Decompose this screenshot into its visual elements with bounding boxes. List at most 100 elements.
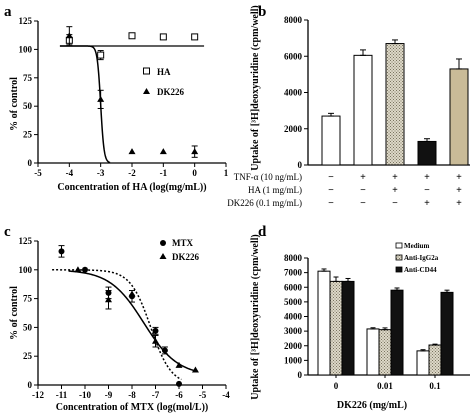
data-point [175,361,183,368]
bar [417,140,437,166]
condition-sign: − [328,172,334,183]
data-point [128,32,136,40]
panel-c-xlabel: Concentration of MTX (log(mol/L)) [56,402,208,413]
panel-d-xlabel: DK226 (mg/mL) [337,400,407,411]
data-point [128,290,136,297]
panel-a-marks: 0 25 50 75 100 125 -5 -4 -3 -2 -1 0 1 [19,16,229,178]
data-point [105,296,112,303]
condition-sign: + [456,172,462,183]
legend-anti-cd44-label: Anti-CD44 [404,266,437,274]
data-point [159,33,167,41]
condition-sign: − [360,185,366,196]
data-point [58,248,65,255]
panel-d-chart: d Uptake of [³H]deoxyuridine (cpm/well) … [250,224,470,411]
bar [385,43,405,166]
condition-label: DK226 (0.1 mg/mL) [227,198,302,208]
legend-ha-marker [143,67,150,75]
panel-c-chart: c % of control Concentration of MTX (log… [4,224,230,413]
x-tick-label: -4 [66,168,74,178]
x-tick-label: -12 [32,390,44,400]
y-tick-label: 2000 [284,341,303,351]
x-tick-label: -5 [199,390,207,400]
data-point [128,148,136,155]
legend-medium-label: Medium [404,242,429,250]
legend-mtx-label: MTX [172,238,193,248]
condition-label: TNF-α (10 ng/mL) [234,172,302,182]
x-tick-label: 0 [334,381,339,391]
bar [366,328,380,376]
legend-dk226-marker [143,88,150,94]
y-tick-label: 1000 [284,355,303,365]
bar [317,270,331,376]
x-tick-label: -4 [222,390,230,400]
x-tick-label: 0 [192,168,197,178]
legend-dk226-label: DK226 [157,87,185,97]
bar [390,289,404,376]
data-point [97,95,105,102]
bar [378,329,392,376]
x-tick-label: 0.1 [429,381,441,391]
panel-a-label: a [4,4,12,20]
y-tick-label: 50 [23,322,33,332]
panel-c-label: c [4,224,11,240]
x-tick-label: 0.01 [377,381,393,391]
panel-a-ylabel: % of control [9,77,20,131]
fit-curve [59,45,111,164]
bar [353,54,373,166]
condition-sign: − [424,185,430,196]
panel-c-marks: 0 25 50 75 100 125 -12 -11 -10 -9 -8 -7 -6 -5 -4 [19,236,231,400]
data-point [152,327,159,334]
data-point [74,266,82,273]
condition-sign: + [456,185,462,196]
condition-sign: − [392,198,398,209]
y-tick-label: 125 [19,16,33,26]
legend-anti-igg2a-label: Anti-IgG2a [404,254,439,262]
y-tick-label: 7000 [284,268,303,278]
y-tick-label: 6000 [284,51,303,61]
legend-medium-swatch [395,242,403,249]
y-tick-label: 8000 [284,15,303,25]
data-point [191,366,199,373]
x-tick-label: -8 [128,390,136,400]
panel-b-conditions: TNF-α (10 ng/mL) − + + + + HA (1 mg/mL) − − + − + DK… [227,172,462,209]
y-tick-label: 6000 [284,282,303,292]
y-tick-label: 75 [23,294,33,304]
y-tick-label: 50 [23,101,33,111]
legend-dk226-c-label: DK226 [172,252,200,262]
data-point [176,380,182,387]
y-tick-label: 75 [23,73,33,83]
bar [321,115,341,166]
x-tick-label: -6 [175,390,183,400]
fit-curve [52,269,182,381]
legend-ha-label: HA [157,67,171,77]
x-tick-label: -2 [128,168,136,178]
y-tick-label: 125 [19,236,33,246]
panel-b-label: b [258,4,266,20]
condition-sign: + [392,172,398,183]
condition-sign: − [328,185,334,196]
x-tick-label: -3 [97,168,105,178]
y-tick-label: 3000 [284,326,303,336]
y-tick-label: 0 [298,160,303,170]
panel-b-ylabel: Uptake of [³H]deoxyuridine (cpm/well) [250,5,261,170]
bar [449,68,469,166]
fit-curve [68,270,198,373]
panel-d-ylabel: Uptake of [³H]deoxyuridine (cpm/well) [250,234,261,399]
y-tick-label: 100 [19,44,33,54]
data-point [65,32,73,39]
condition-label: HA (1 mg/mL) [248,185,302,195]
condition-sign: + [424,198,430,209]
data-point [159,148,167,155]
legend-mtx-marker [160,240,166,246]
y-tick-label: 0 [28,380,33,390]
bar [341,280,355,376]
data-point [161,347,168,354]
legend-anti-igg2a-swatch [395,254,403,261]
data-point [191,148,199,155]
panel-c-ylabel: % of control [9,286,20,340]
condition-sign: − [360,198,366,209]
data-point [191,33,199,41]
panel-b-marks: 0 2000 4000 6000 8000 [284,15,470,170]
y-tick-label: 8000 [284,253,303,263]
